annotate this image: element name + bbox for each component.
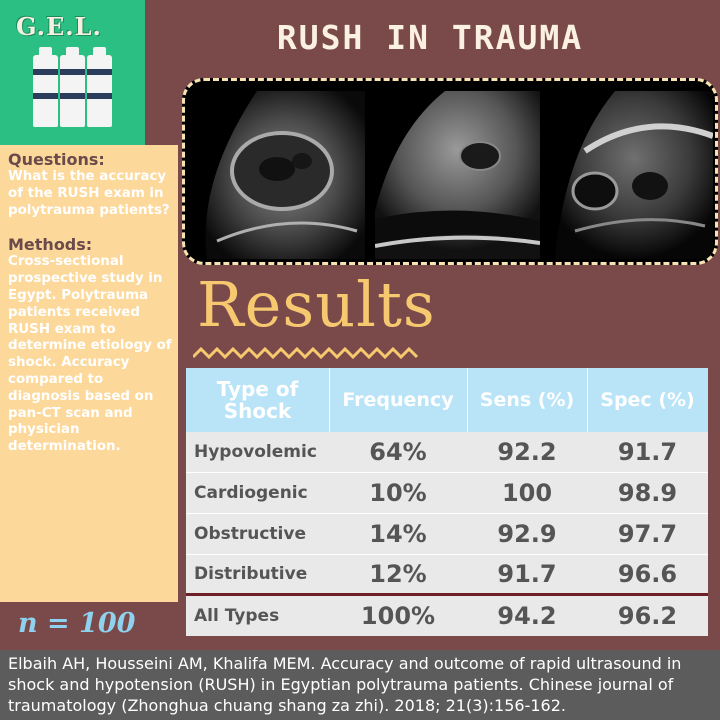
table-row: Cardiogenic 10% 100 98.9 <box>186 473 708 513</box>
sensitivity-value: 91.7 <box>497 560 557 588</box>
header-specificity: Spec (%) <box>600 389 695 411</box>
sensitivity-value: 100 <box>501 479 553 507</box>
frequency-value: 14% <box>369 520 427 548</box>
header-frequency: Frequency <box>342 389 454 411</box>
zigzag-divider <box>193 346 418 360</box>
table-row-total: All Types 100% 94.2 96.2 <box>186 596 708 636</box>
sensitivity-value: 94.2 <box>497 602 557 630</box>
iv-bottle-icon <box>33 47 58 127</box>
specificity-value: 96.2 <box>617 602 678 630</box>
frequency-value: 12% <box>369 560 427 588</box>
table-row: Hypovolemic 64% 92.2 91.7 <box>186 432 708 472</box>
ultrasound-image-strip <box>182 78 718 265</box>
questions-heading: Questions: <box>8 150 105 169</box>
questions-text: What is the accuracy of the RUSH exam in… <box>8 169 170 218</box>
page-title: RUSH IN TRAUMA <box>276 18 584 57</box>
sensitivity-value: 92.9 <box>497 520 557 548</box>
specificity-value: 97.7 <box>617 520 678 548</box>
logo-text: G.E.L. <box>16 12 102 41</box>
table-row: Distributive 12% 91.7 96.6 <box>186 555 708 593</box>
ultrasound-image-heart <box>555 91 713 259</box>
iv-bottle-icon <box>87 47 112 127</box>
totals-divider <box>186 593 708 596</box>
results-table: Type of Shock Frequency Sens (%) Spec (%… <box>186 368 708 636</box>
sample-size-label: n = 100 <box>18 608 136 639</box>
ultrasound-image-kidney <box>205 91 365 259</box>
row-label: All Types <box>194 606 280 626</box>
specificity-value: 91.7 <box>617 438 678 466</box>
sensitivity-value: 92.2 <box>497 438 557 466</box>
citation: Elbaih AH, Housseini AM, Khalifa MEM. Ac… <box>0 650 720 720</box>
frequency-value: 100% <box>360 602 436 630</box>
logo: G.E.L. <box>0 0 145 145</box>
methods-heading: Methods: <box>8 235 93 255</box>
study-summary-panel: Questions: What is the accuracy of the R… <box>0 145 178 602</box>
row-label: Hypovolemic <box>194 442 317 462</box>
methods-text: Cross-sectional prospective study in Egy… <box>8 254 172 455</box>
row-label: Distributive <box>194 564 308 584</box>
table-row: Obstructive 14% 92.9 97.7 <box>186 514 708 554</box>
header-sensitivity: Sens (%) <box>479 389 575 411</box>
iv-bottle-icon <box>60 47 85 127</box>
specificity-value: 98.9 <box>617 479 678 507</box>
specificity-value: 96.6 <box>617 560 678 588</box>
results-heading: Results <box>197 268 436 341</box>
frequency-value: 10% <box>369 479 427 507</box>
row-label: Cardiogenic <box>194 483 308 503</box>
table-header-row: Type of Shock Frequency Sens (%) Spec (%… <box>186 368 708 432</box>
header-type-of-shock: Type of Shock <box>216 377 299 423</box>
ultrasound-image-liver <box>375 91 540 259</box>
frequency-value: 64% <box>369 438 427 466</box>
row-label: Obstructive <box>194 524 306 544</box>
